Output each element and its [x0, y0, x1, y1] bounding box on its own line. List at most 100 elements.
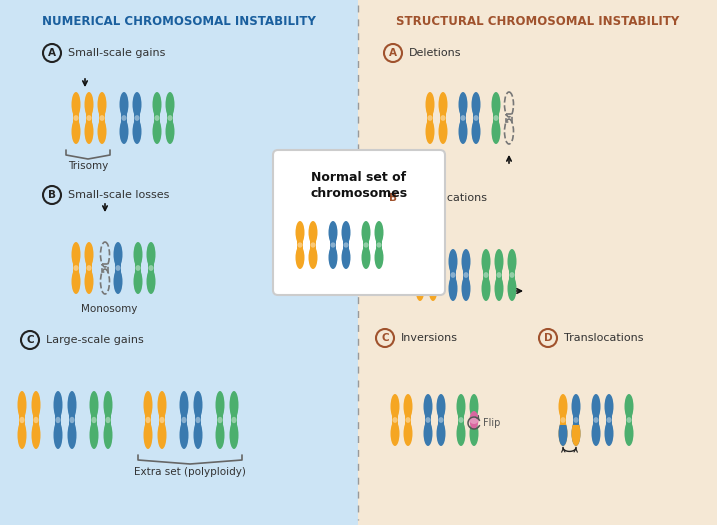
Text: Small-scale gains: Small-scale gains: [68, 48, 166, 58]
Ellipse shape: [571, 394, 581, 419]
Bar: [473, 113, 480, 123]
Ellipse shape: [427, 115, 432, 121]
Bar: [194, 415, 201, 425]
Text: A: A: [48, 48, 56, 58]
Ellipse shape: [495, 276, 503, 301]
Ellipse shape: [159, 417, 165, 423]
Bar: [404, 415, 412, 425]
Ellipse shape: [392, 417, 398, 423]
Bar: [85, 264, 92, 272]
Text: Translocations: Translocations: [564, 333, 643, 343]
Ellipse shape: [471, 417, 477, 423]
Text: B: B: [389, 193, 397, 203]
Ellipse shape: [391, 421, 399, 446]
Ellipse shape: [473, 115, 479, 121]
Ellipse shape: [308, 221, 318, 244]
Bar: [363, 240, 369, 249]
Ellipse shape: [508, 276, 516, 301]
Ellipse shape: [425, 417, 431, 423]
Ellipse shape: [55, 417, 61, 423]
Ellipse shape: [424, 421, 432, 446]
Ellipse shape: [458, 92, 467, 117]
Bar: [19, 415, 25, 425]
Bar: [606, 415, 612, 425]
Ellipse shape: [376, 243, 381, 248]
Ellipse shape: [181, 417, 186, 423]
Ellipse shape: [85, 119, 93, 144]
Ellipse shape: [72, 119, 80, 144]
Ellipse shape: [331, 243, 336, 248]
Ellipse shape: [136, 265, 141, 271]
Ellipse shape: [496, 272, 502, 278]
Ellipse shape: [559, 421, 567, 446]
Bar: [440, 113, 447, 123]
Bar: [133, 113, 141, 123]
Ellipse shape: [295, 221, 305, 244]
Bar: [573, 415, 579, 425]
Bar: [559, 415, 566, 425]
Ellipse shape: [470, 416, 478, 424]
Text: Normal set of: Normal set of: [311, 171, 407, 184]
Ellipse shape: [67, 421, 77, 449]
Ellipse shape: [391, 394, 399, 419]
Bar: [559, 415, 566, 425]
Ellipse shape: [594, 417, 599, 423]
Bar: [592, 415, 599, 425]
Ellipse shape: [73, 115, 79, 121]
Ellipse shape: [571, 421, 581, 446]
Ellipse shape: [491, 92, 500, 117]
Text: Trisomy: Trisomy: [68, 161, 108, 171]
Bar: [85, 113, 92, 123]
Ellipse shape: [404, 394, 412, 419]
Ellipse shape: [561, 417, 566, 423]
Ellipse shape: [508, 249, 516, 274]
Ellipse shape: [328, 246, 338, 269]
Ellipse shape: [592, 394, 601, 419]
Bar: [437, 415, 445, 425]
Bar: [103, 264, 108, 272]
Ellipse shape: [429, 276, 437, 301]
Ellipse shape: [105, 417, 110, 423]
Bar: [98, 113, 105, 123]
Bar: [506, 114, 512, 122]
Bar: [429, 270, 437, 280]
Ellipse shape: [133, 269, 143, 294]
Ellipse shape: [343, 243, 348, 248]
Ellipse shape: [470, 421, 478, 446]
Bar: [115, 264, 121, 272]
Ellipse shape: [437, 394, 445, 419]
Text: Small-scale losses: Small-scale losses: [68, 190, 169, 200]
Ellipse shape: [462, 249, 470, 274]
Ellipse shape: [341, 221, 351, 244]
Ellipse shape: [158, 391, 166, 419]
Ellipse shape: [133, 242, 143, 267]
Ellipse shape: [625, 421, 634, 446]
Ellipse shape: [482, 276, 490, 301]
Text: Flip: Flip: [483, 418, 500, 428]
Ellipse shape: [153, 92, 161, 117]
Bar: [460, 113, 467, 123]
Ellipse shape: [361, 221, 371, 244]
Ellipse shape: [482, 249, 490, 274]
Bar: [231, 415, 237, 425]
Ellipse shape: [458, 417, 464, 423]
Ellipse shape: [143, 391, 153, 419]
Ellipse shape: [472, 119, 480, 144]
Ellipse shape: [430, 272, 436, 278]
Text: D: D: [543, 333, 552, 343]
Bar: [158, 415, 166, 425]
Bar: [330, 240, 336, 249]
Bar: [0, 0, 358, 525]
Ellipse shape: [153, 119, 161, 144]
Ellipse shape: [17, 391, 27, 419]
Ellipse shape: [70, 417, 75, 423]
Bar: [462, 270, 470, 280]
Bar: [427, 113, 433, 123]
Ellipse shape: [196, 417, 201, 423]
Bar: [495, 270, 503, 280]
Bar: [424, 415, 432, 425]
Bar: [153, 113, 161, 123]
Ellipse shape: [73, 265, 79, 271]
Ellipse shape: [146, 417, 151, 423]
Ellipse shape: [54, 421, 62, 449]
